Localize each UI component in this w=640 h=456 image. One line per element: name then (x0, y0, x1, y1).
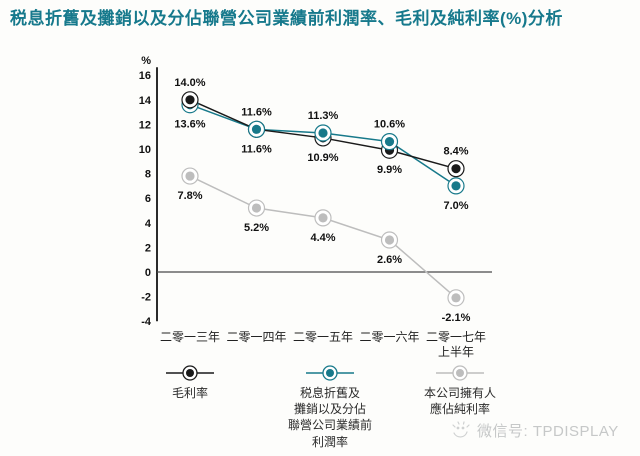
svg-text:2.6%: 2.6% (377, 254, 402, 266)
svg-text:10: 10 (139, 144, 151, 156)
legend-label-gross-margin: 毛利率 (171, 386, 208, 400)
svg-text:11.3%: 11.3% (308, 110, 339, 122)
legend-label-ebitda-margin: 税息折舊及 攤銷以及分佔 聯營公司業績前 利潤率 (287, 386, 373, 449)
watermark-logo-icon (452, 421, 470, 438)
watermark-text: 微信号: TPDISPLAY (477, 422, 619, 440)
legend-marker-gross-margin-icon (166, 365, 214, 381)
svg-text:7.8%: 7.8% (177, 190, 202, 202)
svg-text:-2.1%: -2.1% (442, 312, 471, 324)
svg-text:10.6%: 10.6% (374, 119, 405, 131)
svg-text:12: 12 (139, 119, 151, 131)
svg-text:4: 4 (145, 218, 152, 230)
svg-text:8.4%: 8.4% (443, 146, 468, 158)
legend-marker-net-margin-icon (435, 365, 484, 381)
svg-text:14: 14 (139, 95, 152, 107)
svg-text:二零一三年: 二零一三年 (160, 330, 220, 344)
watermark: 微信号: TPDISPLAY (450, 419, 619, 441)
svg-text:9.9%: 9.9% (377, 164, 402, 176)
svg-text:2: 2 (145, 242, 151, 254)
svg-text:0: 0 (145, 267, 151, 279)
svg-text:-4: -4 (141, 316, 152, 328)
svg-text:二零一七年上半年: 二零一七年上半年 (426, 330, 486, 359)
svg-text:14.0%: 14.0% (174, 77, 205, 89)
svg-text:11.6%: 11.6% (241, 143, 272, 155)
legend-marker-ebitda-margin-icon (305, 365, 354, 381)
svg-text:%: % (141, 55, 151, 67)
legend-item-gross-margin: 毛利率 (166, 364, 214, 401)
svg-text:5.2%: 5.2% (244, 222, 269, 234)
legend-item-net-margin: 本公司擁有人 應佔純利率 (424, 364, 496, 417)
svg-text:11.6%: 11.6% (241, 106, 272, 118)
svg-text:二零一六年: 二零一六年 (359, 330, 419, 344)
svg-text:10.9%: 10.9% (307, 152, 338, 164)
svg-text:16: 16 (139, 70, 151, 82)
svg-text:13.6%: 13.6% (174, 119, 205, 131)
svg-text:-2: -2 (141, 292, 151, 304)
svg-text:二零一四年: 二零一四年 (226, 330, 286, 344)
svg-text:4.4%: 4.4% (310, 232, 335, 244)
legend-label-net-margin: 本公司擁有人 應佔純利率 (423, 386, 497, 417)
svg-text:6: 6 (145, 193, 151, 205)
legend-item-ebitda-margin: 税息折舊及 攤銷以及分佔 聯營公司業績前 利潤率 (288, 364, 372, 450)
svg-text:二零一五年: 二零一五年 (293, 330, 353, 344)
svg-text:7.0%: 7.0% (443, 200, 468, 212)
svg-text:8: 8 (145, 169, 151, 181)
page-title: 税息折舊及攤銷以及分佔聯營公司業績前利潤率、毛利及純利率(%)分析 (10, 9, 563, 28)
